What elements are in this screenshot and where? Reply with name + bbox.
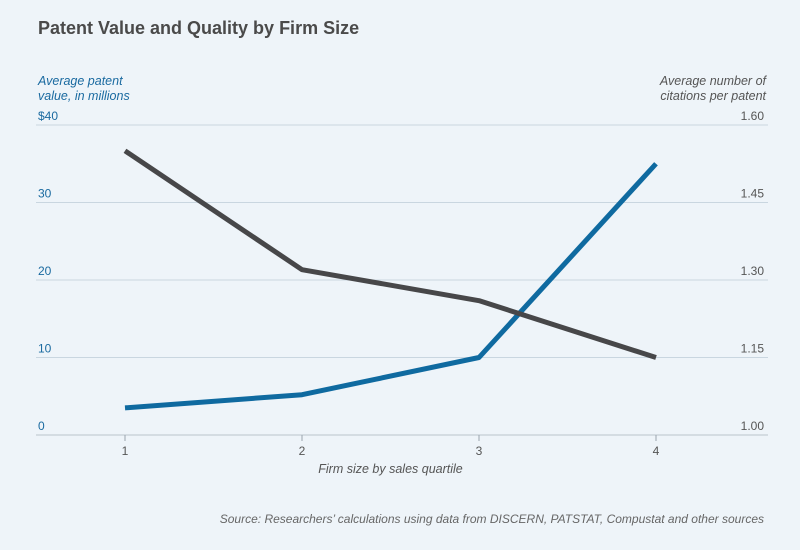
right-tick-label: 1.60 bbox=[741, 109, 765, 123]
x-tick-label: 3 bbox=[476, 444, 483, 458]
left-axis-title-line-2: value, in millions bbox=[38, 89, 130, 103]
right-axis-title-line-2: citations per patent bbox=[660, 89, 766, 103]
left-tick-label: $40 bbox=[38, 109, 58, 123]
chart-title: Patent Value and Quality by Firm Size bbox=[38, 18, 360, 38]
source-note: Source: Researchers’ calculations using … bbox=[219, 512, 764, 526]
left-axis-ticks: 0 10 20 30 $40 bbox=[38, 109, 58, 433]
gridlines bbox=[36, 124, 768, 436]
right-axis-title: Average number of citations per patent bbox=[660, 74, 766, 104]
left-tick-label: 0 bbox=[38, 419, 45, 433]
x-axis-title: Firm size by sales quartile bbox=[318, 462, 463, 476]
left-tick-label: 20 bbox=[38, 264, 52, 278]
patent-value-line bbox=[124, 162, 658, 411]
right-tick-label: 1.15 bbox=[741, 342, 765, 356]
right-axis-ticks: 1.00 1.15 1.30 1.45 1.60 bbox=[741, 109, 765, 433]
x-axis-ticks: 1 2 3 4 bbox=[122, 435, 660, 458]
left-tick-label: 10 bbox=[38, 342, 52, 356]
right-tick-label: 1.00 bbox=[741, 419, 765, 433]
left-axis-title: Average patent value, in millions bbox=[38, 74, 130, 104]
left-axis-title-line-1: Average patent bbox=[38, 74, 123, 88]
x-tick-label: 2 bbox=[299, 444, 306, 458]
citations-line bbox=[123, 148, 657, 360]
right-tick-label: 1.45 bbox=[741, 187, 765, 201]
right-axis-title-line-1: Average number of bbox=[659, 74, 766, 88]
left-tick-label: 30 bbox=[38, 187, 52, 201]
x-tick-label: 4 bbox=[653, 444, 660, 458]
x-tick-label: 1 bbox=[122, 444, 129, 458]
right-tick-label: 1.30 bbox=[741, 264, 765, 278]
series-lines bbox=[123, 148, 658, 411]
